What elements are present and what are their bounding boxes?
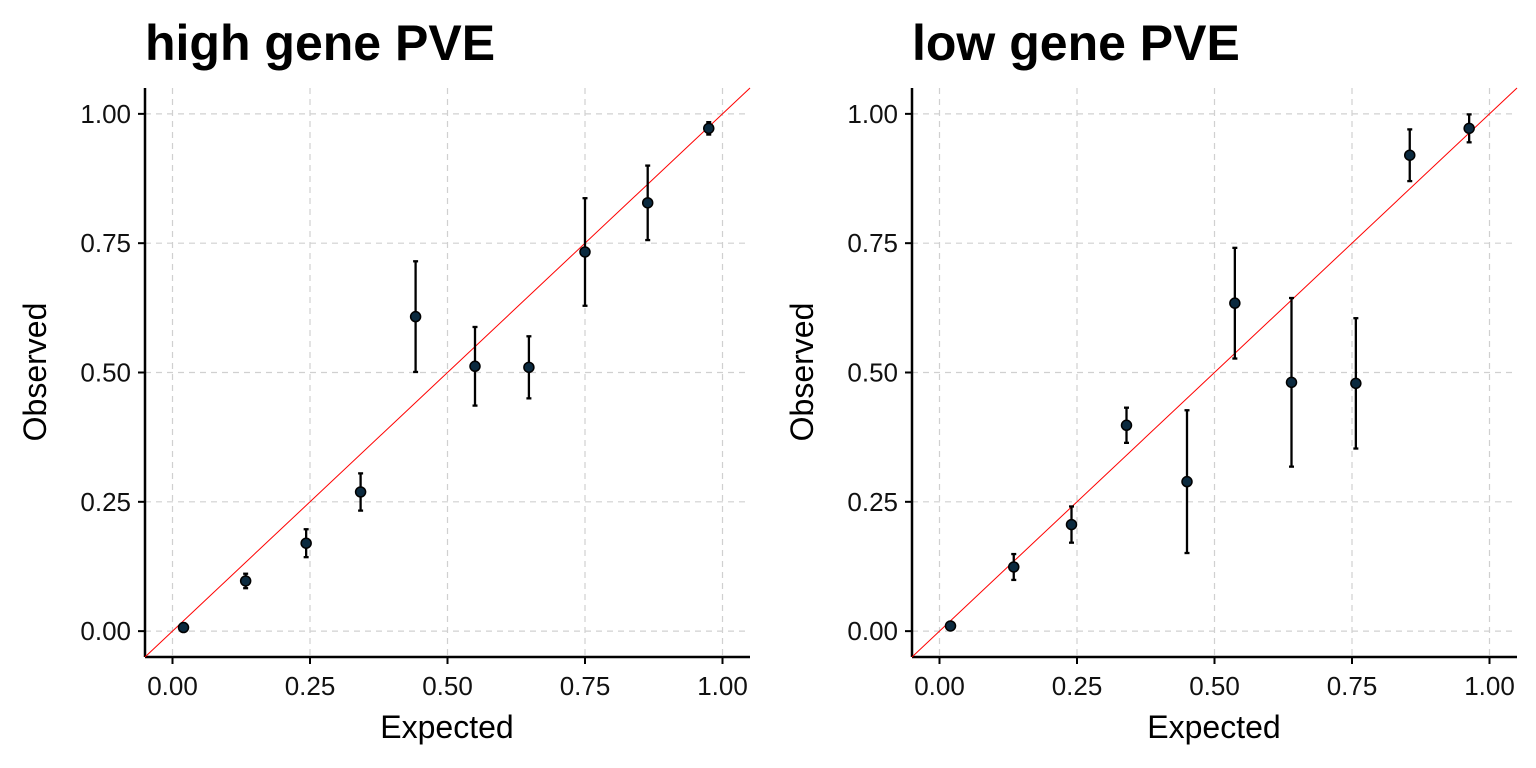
x-axis-title: Expected xyxy=(380,709,513,745)
data-point xyxy=(1463,122,1475,135)
x-tick-label: 0.00 xyxy=(914,671,965,701)
data-point xyxy=(944,620,957,632)
y-tick-label: 1.00 xyxy=(80,99,131,129)
x-axis-title: Expected xyxy=(1147,709,1280,745)
y-tick-label: 0.00 xyxy=(847,616,898,646)
data-layer xyxy=(144,87,751,658)
chart-title: high gene PVE xyxy=(145,15,495,71)
grid-layer xyxy=(912,88,1517,657)
data-point xyxy=(579,246,591,258)
x-tick-label: 0.75 xyxy=(1327,671,1378,701)
data-point xyxy=(1120,419,1133,432)
y-tick-label: 0.50 xyxy=(847,358,898,388)
data-point xyxy=(523,361,535,374)
reference-line xyxy=(144,87,751,658)
x-tick-label: 0.25 xyxy=(285,671,336,701)
grid-layer xyxy=(145,88,750,657)
y-tick-label: 0.00 xyxy=(80,616,131,646)
chart-panel-high-gene-pve: high gene PVE Expected Observed 0.00 0.25… xyxy=(17,15,751,745)
x-tick-label: 0.50 xyxy=(1189,671,1240,701)
data-point xyxy=(239,575,252,587)
x-tick-label: 1.00 xyxy=(1464,671,1515,701)
data-point xyxy=(1350,377,1362,390)
x-tick-label: 1.00 xyxy=(697,671,748,701)
data-point xyxy=(1065,518,1078,531)
y-tick-label: 0.75 xyxy=(847,228,898,258)
axes-layer: 0.00 0.25 0.50 0.75 1.00 0.00 0.25 0.50 0.75 1.00 xyxy=(80,88,750,701)
chart-panel-low-gene-pve: low gene PVE Expected Observed 0.00 0.25 0… xyxy=(784,15,1518,745)
data-point xyxy=(354,486,367,498)
data-point xyxy=(703,122,715,135)
data-point xyxy=(641,197,654,209)
data-point xyxy=(300,537,312,549)
data-point xyxy=(1008,561,1020,573)
y-tick-label: 0.25 xyxy=(80,487,131,517)
y-tick-label: 0.75 xyxy=(80,228,131,258)
data-point xyxy=(1285,376,1298,389)
y-tick-label: 1.00 xyxy=(847,99,898,129)
y-axis-title: Observed xyxy=(17,303,53,442)
y-tick-label: 0.25 xyxy=(847,487,898,517)
data-point xyxy=(177,621,190,634)
x-tick-label: 0.75 xyxy=(560,671,611,701)
x-tick-label: 0.25 xyxy=(1052,671,1103,701)
y-axis-title: Observed xyxy=(784,303,820,442)
data-layer xyxy=(911,87,1518,658)
x-tick-label: 0.00 xyxy=(147,671,198,701)
data-point xyxy=(1181,475,1193,488)
data-point xyxy=(469,360,481,373)
y-tick-label: 0.50 xyxy=(80,358,131,388)
data-point xyxy=(1404,149,1416,161)
chart-title: low gene PVE xyxy=(912,15,1240,71)
data-point xyxy=(1229,297,1241,309)
axes-layer: 0.00 0.25 0.50 0.75 1.00 0.00 0.25 0.50 0.75 1.00 xyxy=(847,88,1517,701)
x-tick-label: 0.50 xyxy=(422,671,473,701)
data-point xyxy=(409,310,422,323)
